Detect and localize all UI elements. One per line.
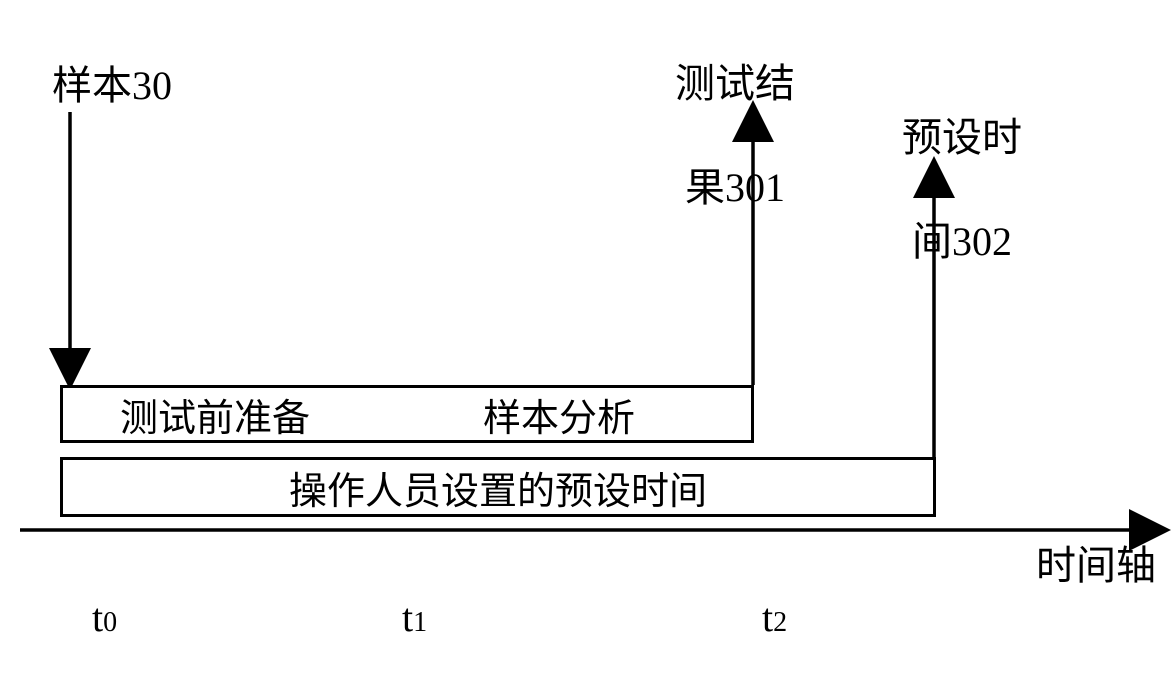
t1-base: t <box>402 595 413 640</box>
analysis-box: 样本分析 <box>367 385 754 443</box>
result-label: 测试结 果301 <box>615 6 815 266</box>
t2-base: t <box>762 595 773 640</box>
sample-label: 样本30 <box>52 60 172 112</box>
prep-box: 测试前准备 <box>60 385 370 443</box>
preset-box-text: 操作人员设置的预设时间 <box>289 460 707 515</box>
preset-line1: 预设时 <box>902 115 1022 160</box>
t0-label: t0 <box>52 540 117 696</box>
axis-label: 时间轴 <box>1036 540 1156 592</box>
t0-sub: 0 <box>103 607 117 638</box>
preset-line2: 间302 <box>912 219 1012 264</box>
t2-label: t2 <box>722 540 787 696</box>
result-line1: 测试结 <box>675 61 795 106</box>
prep-box-text: 测试前准备 <box>120 387 310 442</box>
t1-label: t1 <box>362 540 427 696</box>
t1-sub: 1 <box>413 607 427 638</box>
t0-base: t <box>92 595 103 640</box>
result-line2: 果301 <box>685 165 785 210</box>
preset-time-label: 预设时 间302 <box>842 60 1042 320</box>
timeline-diagram: 样本30 测试结 果301 预设时 间302 测试前准备 样本分析 操作人员设置… <box>0 0 1173 619</box>
analysis-box-text: 样本分析 <box>483 387 635 442</box>
preset-box: 操作人员设置的预设时间 <box>60 457 936 517</box>
t2-sub: 2 <box>773 607 787 638</box>
